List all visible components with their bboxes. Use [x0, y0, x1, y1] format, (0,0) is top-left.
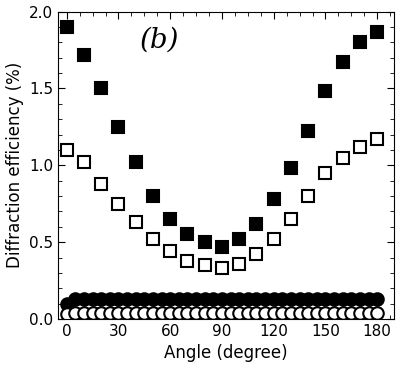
Y-axis label: Diffraction efficiency (%): Diffraction efficiency (%)	[6, 62, 24, 268]
Text: (b): (b)	[139, 27, 179, 54]
X-axis label: Angle (degree): Angle (degree)	[164, 344, 288, 362]
